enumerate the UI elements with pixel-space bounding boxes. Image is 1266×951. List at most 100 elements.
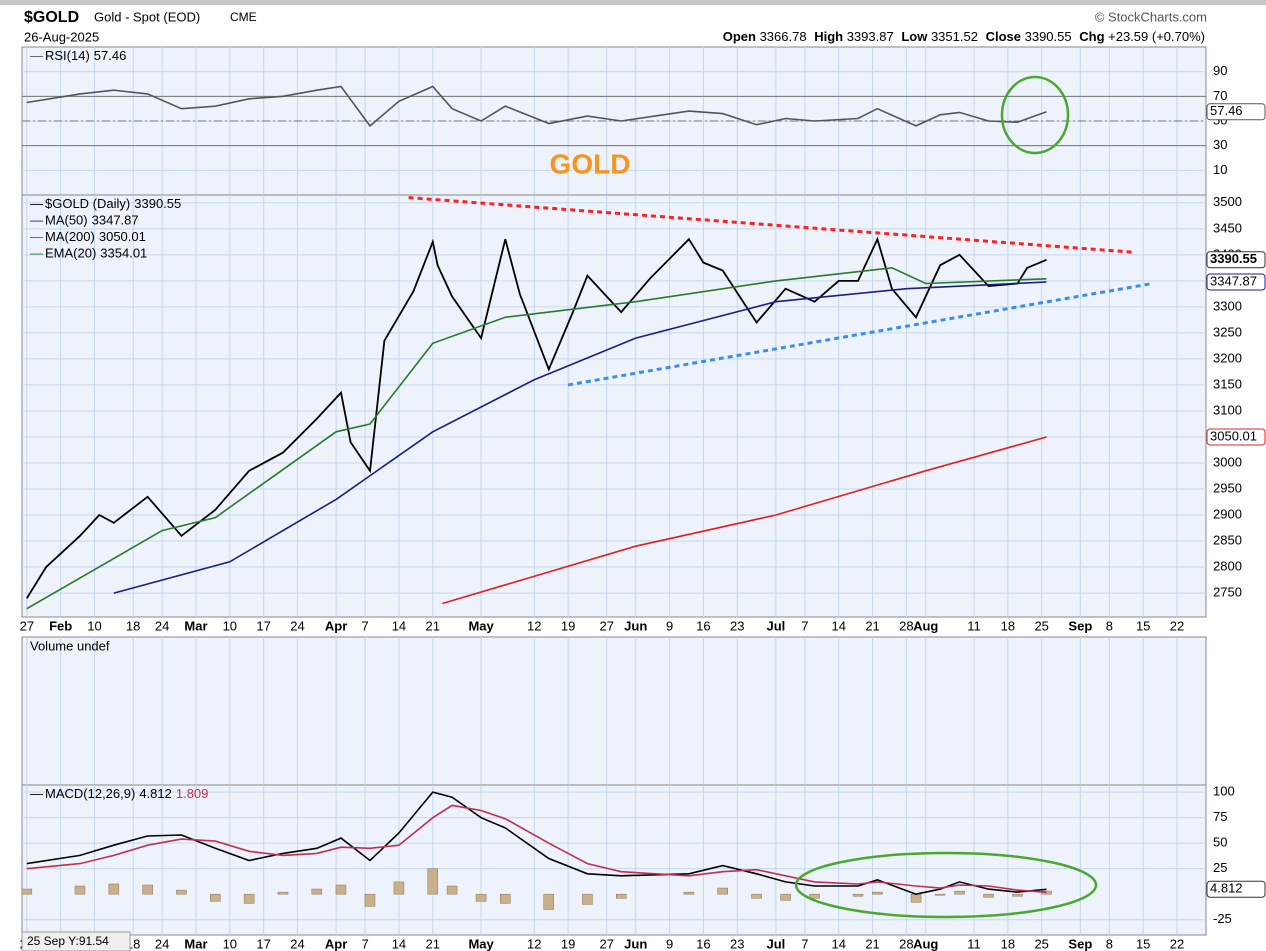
x-tick-label: 19 [561, 618, 575, 633]
panels: 103050709057.46—RSI(14)57.46275028002850… [20, 46, 1266, 951]
x-tick-label: 28 [899, 936, 913, 951]
x-tick-label: May [468, 936, 494, 951]
series-line [113, 281, 1047, 594]
x-tick-label: 7 [362, 618, 369, 633]
close-value: 3390.55 [1025, 29, 1072, 44]
x-tick-label: 28 [899, 618, 913, 633]
x-tick-label: 21 [426, 618, 440, 633]
series-line [442, 436, 1047, 605]
histogram-bar [108, 883, 120, 895]
legend-name: RSI(14) [45, 48, 90, 63]
x-tick-label: 15 [1136, 618, 1150, 633]
y-tick-label: 2900 [1213, 506, 1242, 521]
histogram-bar [500, 893, 511, 904]
crosshair-readout: 25 Sep Y:91.54 [27, 934, 109, 948]
x-tick-label: May [468, 618, 494, 633]
y-tick-label: 50 [1213, 835, 1227, 850]
legend-entry: — MA(200) 3050.01 [30, 229, 146, 244]
series-line [26, 266, 1047, 610]
histogram-bar [74, 885, 86, 895]
legend-entry: — EMA(20) 3354.01 [30, 246, 147, 261]
x-tick-label: 24 [290, 936, 304, 951]
x-tick-label: 14 [392, 618, 406, 633]
series-line [26, 85, 1047, 128]
x-tick-label: Apr [325, 936, 347, 951]
x-tick-label: 15 [1136, 936, 1150, 951]
end-label: 57.46 [1210, 103, 1243, 118]
histogram-bar [809, 893, 820, 899]
chg-value: +23.59 (+0.70%) [1108, 29, 1205, 44]
x-tick-label: 14 [831, 618, 845, 633]
y-tick-label: 2950 [1213, 480, 1242, 495]
histogram-bar [852, 893, 864, 897]
x-tick-label: 22 [1170, 936, 1184, 951]
end-label-box [1206, 428, 1266, 446]
x-tick-label: 17 [256, 618, 270, 633]
legend-value: 1.809 [176, 786, 209, 801]
y-tick-label: 90 [1213, 63, 1227, 78]
x-tick-label: 10 [223, 618, 237, 633]
x-tick-label: 10 [223, 936, 237, 951]
panel [21, 636, 1207, 786]
y-tick-label: 70 [1213, 88, 1227, 103]
annotation: GOLD [550, 148, 631, 179]
y-tick-label: 3150 [1213, 376, 1242, 391]
histogram-bar [210, 893, 221, 902]
x-tick-label: 27 [600, 618, 614, 633]
histogram-bar [780, 893, 791, 901]
legend-value: 57.46 [94, 48, 127, 63]
histogram-bar [543, 893, 555, 910]
x-tick-label: 24 [155, 618, 169, 633]
y-tick-label: 3250 [1213, 324, 1242, 339]
x-tick-label: 24 [155, 936, 169, 951]
end-label-box [1206, 251, 1266, 269]
x-tick-label: 9 [666, 618, 673, 633]
x-tick-label: 14 [392, 936, 406, 951]
open-value: 3366.78 [760, 29, 807, 44]
y-tick-label: 25 [1213, 860, 1227, 875]
close-label: Close [986, 29, 1021, 44]
histogram-bar [475, 893, 487, 902]
x-tick-label: Jul [766, 618, 785, 633]
y-tick-label: 2800 [1213, 558, 1242, 573]
y-tick-label: 2750 [1213, 585, 1242, 600]
histogram-bar [751, 893, 762, 899]
legend-entry: — MACD(12,26,9) 4.812 1.809 [30, 786, 208, 801]
legend-value: 3347.87 [92, 213, 139, 228]
x-tick-label: 19 [561, 936, 575, 951]
x-tick-label: 16 [696, 618, 710, 633]
x-tick-label: 8 [1106, 936, 1113, 951]
histogram-bar [176, 889, 187, 895]
histogram-bar [243, 893, 255, 904]
y-tick-label: 3500 [1213, 194, 1242, 209]
histogram-bar [21, 888, 33, 895]
x-tick-label: 27 [600, 936, 614, 951]
legend-name: MACD(12,26,9) [45, 786, 135, 801]
x-tick-label: 11 [967, 936, 981, 951]
y-tick-label: 3000 [1213, 454, 1242, 469]
x-tick-label: Jun [624, 618, 647, 633]
x-tick-label: 12 [527, 936, 541, 951]
end-label-box [1206, 273, 1266, 291]
open-label: Open [723, 29, 756, 44]
y-tick-label: 2850 [1213, 532, 1242, 547]
x-tick-label: 7 [801, 936, 808, 951]
x-tick-label: 25 [1034, 936, 1048, 951]
histogram-bar [1012, 893, 1023, 897]
x-tick-label: 14 [831, 936, 845, 951]
x-tick-label: 25 [1034, 618, 1048, 633]
legend-swatch: — [30, 786, 43, 801]
legend-swatch: — [30, 48, 43, 63]
legend-swatch: — [30, 229, 43, 244]
highlight-ellipse [794, 851, 1098, 919]
x-tick-label: Jun [624, 936, 647, 951]
x-tick-label: 11 [967, 618, 981, 633]
histogram-bar [983, 893, 994, 898]
series-line [26, 804, 1047, 894]
top-strip [0, 0, 1266, 5]
legend-swatch: — [30, 196, 43, 211]
x-tick-label: 21 [865, 618, 879, 633]
histogram-bar [364, 893, 376, 907]
